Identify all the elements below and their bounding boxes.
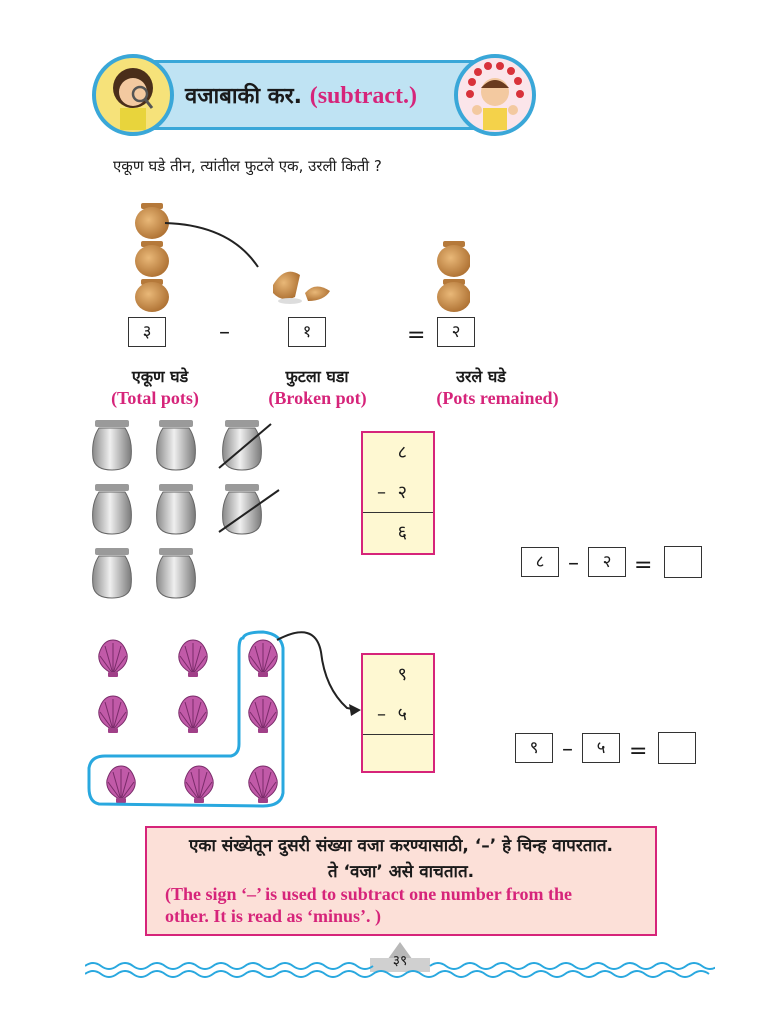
girl-apples-icon — [454, 54, 536, 136]
vessel-icon — [156, 483, 196, 535]
shell-icon — [98, 639, 128, 678]
title-marathi: वजाबाकी कर. — [185, 84, 303, 109]
shells-column-box: ९ –५ — [361, 653, 435, 773]
vessel-icon — [92, 547, 132, 599]
pot-icon — [135, 279, 169, 312]
pot-icon — [135, 203, 169, 239]
pot-icon — [135, 241, 169, 277]
note-line-3: (The sign ‘–’ is used to subtract one nu… — [165, 884, 573, 904]
label-broken-pot-en: (Broken pot) — [268, 388, 367, 408]
total-pots-box: ३ — [128, 317, 166, 347]
eq2-equals: = — [629, 739, 648, 764]
equals-sign: = — [407, 323, 426, 348]
page-number: ३९ — [392, 953, 408, 969]
vessel-icon — [156, 419, 196, 471]
note-line-4: other. It is read as ‘minus’. ) — [165, 906, 382, 926]
cross-out-line — [218, 489, 280, 533]
column-subtrahend: –५ — [363, 695, 433, 735]
shells-illustration — [87, 630, 361, 808]
girl-magnifier-icon — [92, 54, 174, 136]
shell-icon — [248, 695, 278, 734]
vessels-illustration — [92, 419, 280, 599]
vessel-icon — [222, 419, 262, 471]
label-remaining-pots-en: (Pots remained) — [436, 388, 559, 408]
shell-icon — [178, 695, 208, 734]
broken-pot-icon — [273, 271, 330, 304]
column-top-number: ८ — [397, 442, 407, 463]
remaining-pots-box: २ — [437, 317, 475, 347]
eq2-answer-box[interactable] — [658, 732, 696, 764]
vessel-icon — [92, 483, 132, 535]
column-top-number: ९ — [397, 664, 407, 685]
vessel-icon — [156, 547, 196, 599]
vessel-icon — [92, 419, 132, 471]
broken-pot-box: १ — [288, 317, 326, 347]
label-remaining-pots-mr: उरले घडे — [456, 367, 506, 386]
shell-icon — [184, 765, 214, 804]
label-broken-pot-mr: फुटला घडा — [285, 367, 349, 386]
column-subtrahend: –२ — [363, 473, 433, 513]
eq1-equals: = — [634, 553, 653, 578]
eq1-a-box: ८ — [521, 547, 559, 577]
pots-illustration — [135, 203, 470, 312]
shell-icon — [248, 765, 278, 804]
column-result[interactable] — [363, 735, 433, 775]
eq2-minus: – — [562, 737, 573, 762]
note-line-2: ते ‘वजा’ असे वाचतात. — [327, 862, 475, 882]
note-line-1: एका संख्येतून दुसरी संख्या वजा करण्यासाठ… — [188, 836, 614, 856]
cross-out-line — [218, 423, 272, 469]
pot-icon — [437, 279, 470, 312]
title-english: (subtract.) — [309, 83, 418, 109]
label-total-pots-en: (Total pots) — [111, 388, 199, 408]
question-text: एकूण घडे तीन, त्यांतील फुटले एक, उरली कि… — [113, 157, 382, 175]
note-box — [145, 826, 657, 936]
eq2-b-box: ५ — [582, 733, 620, 763]
minus-sign: – — [219, 320, 230, 345]
pot-icon — [437, 241, 470, 277]
shell-icon — [106, 765, 136, 804]
shell-icon — [178, 639, 208, 678]
vessels-column-box: ८ –२ ६ — [361, 431, 435, 555]
eq1-answer-box[interactable] — [664, 546, 702, 578]
footer-waves — [85, 942, 715, 978]
shell-icon — [248, 639, 278, 678]
label-total-pots-mr: एकूण घडे — [131, 367, 189, 386]
column-result: ६ — [397, 522, 407, 543]
shell-icon — [98, 695, 128, 734]
eq2-a-box: ९ — [515, 733, 553, 763]
eq1-minus: – — [568, 551, 579, 576]
page-title: वजाबाकी कर. (subtract.) — [185, 80, 417, 110]
eq1-b-box: २ — [588, 547, 626, 577]
selection-outline — [87, 630, 285, 808]
